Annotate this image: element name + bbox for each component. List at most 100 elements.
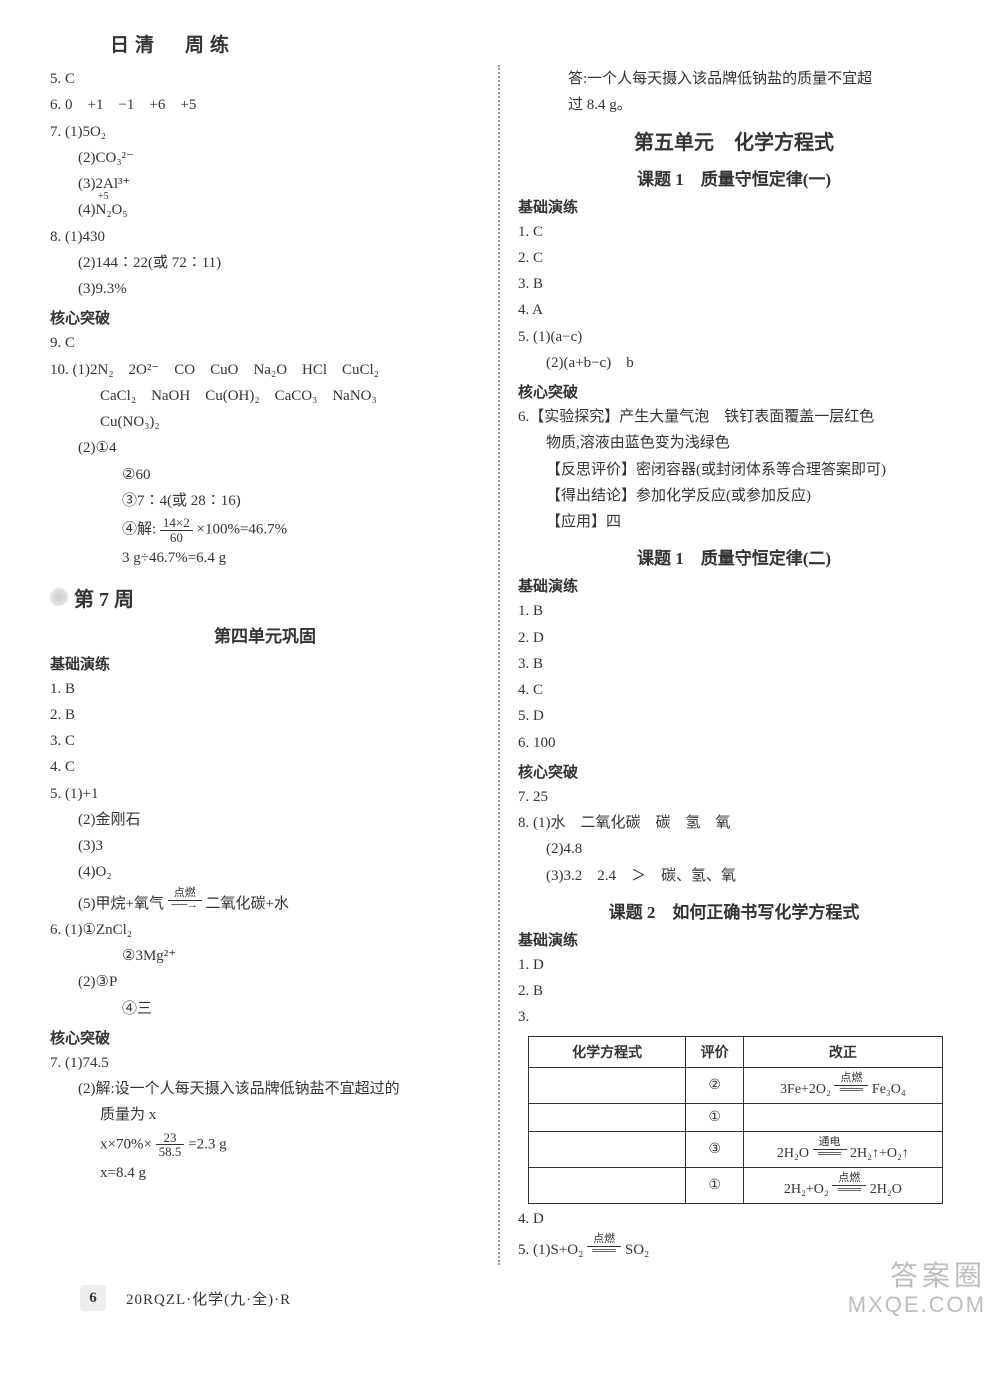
answer-line: x×70%× 23 58.5 =2.3 g <box>50 1131 480 1159</box>
answer-line: (2)金刚石 <box>50 809 480 832</box>
answer-line: (2)①4 <box>50 437 480 460</box>
answer-line: 3 g÷46.7%=6.4 g <box>50 547 480 570</box>
table-header-row: 化学方程式 评价 改正 <box>529 1036 943 1067</box>
answer-line: 2. B <box>518 980 950 1003</box>
table-cell: 2H₂+O₂ 点燃 ═══ 2H₂O <box>744 1167 943 1203</box>
answer-line: 1. C <box>518 221 950 244</box>
equals-icon: ═══ <box>587 1246 621 1257</box>
answer-line: 9. C <box>50 332 480 355</box>
section-heading: 基础演练 <box>518 196 950 217</box>
numerator: 23 <box>156 1131 185 1146</box>
page: 日清 周练 5. C 6. 0 +1 −1 +6 +5 7. (1)5O₂ (2… <box>0 0 1000 1331</box>
answer-line: 3. C <box>50 730 480 753</box>
answer-line: ②3Mg²⁺ <box>50 945 480 968</box>
answer-line: 5. (1)(a−c) <box>518 326 950 349</box>
reaction-arrow: 点燃 ═══ <box>832 1173 866 1196</box>
answer-line: 3. B <box>518 653 950 676</box>
unit-heading: 第四单元巩固 <box>50 622 480 647</box>
page-footer: 6 20RQZL·化学(九·全)·R <box>50 1285 950 1311</box>
answer-line: (2)CO₃²⁻ <box>50 147 480 170</box>
answer-line: (2)4.8 <box>518 838 950 861</box>
text: x×70%× <box>100 1136 152 1152</box>
answer-line: 10. (1)2N₂ 2O²⁻ CO CuO Na₂O HCl CuCl₂ <box>50 359 480 382</box>
answer-line: (2)144∶22(或 72∶11) <box>50 252 480 275</box>
answer-line: (3)3.2 2.4 ＞ 碳、氢、氧 <box>518 865 950 888</box>
valence-label: +5 <box>98 189 109 205</box>
answer-line: x=8.4 g <box>50 1162 480 1185</box>
table-header: 化学方程式 <box>529 1036 686 1067</box>
table-cell: ② <box>686 1067 744 1103</box>
answer-line: 1. D <box>518 954 950 977</box>
fraction: 23 58.5 <box>156 1131 185 1159</box>
table-cell <box>529 1167 686 1203</box>
answer-line: 5. C <box>50 68 480 91</box>
answer-line: 【反思评价】密闭容器(或封闭体系等合理答案即可) <box>518 459 950 482</box>
table-row: ③ 2H₂O 通电 ═══ 2H₂↑+O₂↑ <box>529 1131 943 1167</box>
week-heading: 第 7 周 <box>50 583 480 612</box>
answer-line: 2. B <box>50 704 480 727</box>
table-cell <box>529 1131 686 1167</box>
answer-line: (3)3 <box>50 835 480 858</box>
equals-icon: ═══ <box>832 1185 866 1196</box>
answer-line: 2. D <box>518 627 950 650</box>
section-heading: 核心突破 <box>518 381 950 402</box>
answer-line: (5)甲烷+氧气 点燃 ──→ 二氧化碳+水 <box>50 888 480 916</box>
table-header: 改正 <box>744 1036 943 1067</box>
formula: 2H₂O <box>870 1182 902 1197</box>
answer-line: 7. (1)5O₂ <box>50 121 480 144</box>
equals-icon: ═══ <box>813 1149 847 1160</box>
text: SO₂ <box>625 1242 649 1258</box>
answer-line: 1. B <box>518 600 950 623</box>
section-heading: 基础演练 <box>518 929 950 950</box>
table-header: 评价 <box>686 1036 744 1067</box>
table-cell: ① <box>686 1167 744 1203</box>
section-heading: 核心突破 <box>50 307 480 328</box>
answer-line: 物质,溶液由蓝色变为浅绿色 <box>518 432 950 455</box>
table-cell <box>529 1103 686 1131</box>
right-column: 答:一个人每天摄入该品牌低钠盐的质量不宜超 过 8.4 g。 第五单元 化学方程… <box>500 65 950 1265</box>
answer-line: (2)(a+b−c) b <box>518 352 950 375</box>
numerator: 14×2 <box>160 516 193 531</box>
fraction: 14×2 60 <box>160 516 193 544</box>
reaction-arrow: 通电 ═══ <box>813 1137 847 1160</box>
section-heading: 核心突破 <box>50 1027 480 1048</box>
table-row: ① 2H₂+O₂ 点燃 ═══ 2H₂O <box>529 1167 943 1203</box>
formula: 2H₂↑+O₂↑ <box>850 1146 909 1161</box>
answer-line: 4. D <box>518 1208 950 1231</box>
denominator: 60 <box>160 531 193 545</box>
formula: Fe₃O₄ <box>872 1082 906 1097</box>
answer-line: 8. (1)水 二氧化碳 碳 氢 氧 <box>518 812 950 835</box>
text: ×100%=46.7% <box>197 522 288 538</box>
answer-line: CaCl₂ NaOH Cu(OH)₂ CaCO₃ NaNO₃ <box>50 385 480 408</box>
text: 二氧化碳+水 <box>205 896 288 912</box>
topic-heading: 课题 1 质量守恒定律(二) <box>518 544 950 569</box>
section-heading: 核心突破 <box>518 761 950 782</box>
answer-line: ②60 <box>50 464 480 487</box>
reaction-arrow: 点燃 ═══ <box>587 1234 621 1257</box>
answer-line: 7. (1)74.5 <box>50 1052 480 1075</box>
correction-table: 化学方程式 评价 改正 ② 3Fe+2O₂ 点燃 ═══ Fe₃O₄ <box>528 1036 943 1204</box>
denominator: 58.5 <box>156 1145 185 1159</box>
table-cell: 2H₂O 通电 ═══ 2H₂↑+O₂↑ <box>744 1131 943 1167</box>
answer-line: 5. D <box>518 705 950 728</box>
answer-line: 【应用】四 <box>518 511 950 534</box>
formula: 2H₂O <box>777 1146 809 1161</box>
answer-line: (4)O₂ <box>50 861 480 884</box>
topic-heading: 课题 2 如何正确书写化学方程式 <box>518 898 950 923</box>
week-icon <box>50 588 68 606</box>
formula: 3Fe+2O₂ <box>780 1082 831 1097</box>
table-cell <box>744 1103 943 1131</box>
left-column: 5. C 6. 0 +1 −1 +6 +5 7. (1)5O₂ (2)CO₃²⁻… <box>50 65 500 1265</box>
answer-line: 6. 100 <box>518 732 950 755</box>
formula: 2H₂+O₂ <box>784 1182 829 1197</box>
text: =2.3 g <box>188 1136 226 1152</box>
topic-heading: 课题 1 质量守恒定律(一) <box>518 165 950 190</box>
answer-line: 6. 0 +1 −1 +6 +5 <box>50 94 480 117</box>
answer-line: 1. B <box>50 678 480 701</box>
reaction-arrow: 点燃 ═══ <box>834 1073 868 1096</box>
answer-line: (3)9.3% <box>50 278 480 301</box>
week-label: 第 7 周 <box>74 583 134 612</box>
page-number: 6 <box>80 1285 106 1311</box>
book-title: 日清 周练 <box>110 30 950 57</box>
answer-line: 5. (1)+1 <box>50 783 480 806</box>
